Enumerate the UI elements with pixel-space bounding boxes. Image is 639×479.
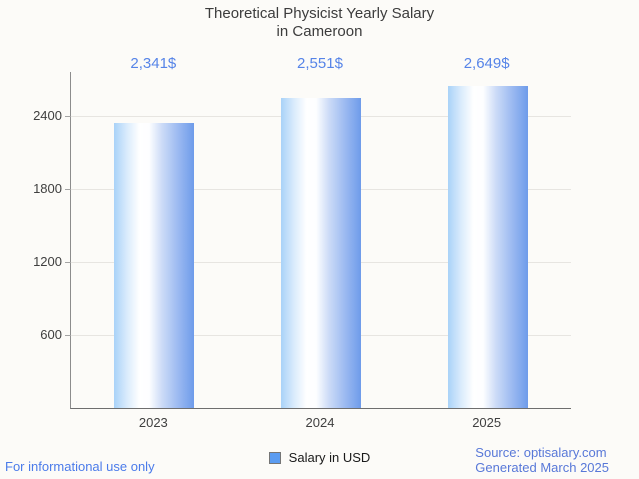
x-axis-label-2024: 2024 [305, 415, 335, 430]
legend-label: Salary in USD [288, 450, 371, 465]
chart-title-line1: Theoretical Physicist Yearly Salary [204, 5, 435, 22]
chart-title: Theoretical Physicist Yearly Salary in C… [0, 5, 639, 41]
footer-generated: Generated March 2025 [475, 460, 609, 475]
footer-source: Source: optisalary.com [475, 445, 607, 460]
y-axis-label-2400: 2400 [33, 108, 62, 123]
value-label-2024: 2,551$ [297, 55, 343, 72]
value-label-2025: 2,649$ [463, 55, 510, 72]
chart-title-line2: in Cameroon [276, 23, 363, 40]
y-axis-label-600: 600 [40, 327, 62, 342]
x-axis-label-2023: 2023 [138, 415, 168, 430]
y-axis-tick-1800 [65, 189, 71, 190]
legend: Salary in USD [0, 450, 639, 466]
y-axis-tick-2400 [65, 116, 71, 117]
value-label-2023: 2,341$ [130, 55, 177, 72]
y-axis-tick-1200 [65, 262, 71, 263]
bar-2025[interactable] [447, 85, 528, 408]
x-axis-label-2025: 2025 [472, 415, 502, 430]
bar-2024[interactable] [281, 97, 361, 408]
footer-disclaimer: For informational use only [5, 459, 155, 474]
plot-area [65, 72, 571, 409]
y-axis-label-1200: 1200 [33, 254, 62, 269]
bar-2023[interactable] [114, 123, 195, 408]
y-axis-tick-600 [65, 335, 71, 336]
y-axis-label-1800: 1800 [33, 181, 62, 196]
footer-source-block: Source: optisalary.com Generated March 2… [475, 445, 609, 475]
legend-swatch-icon [268, 452, 281, 464]
